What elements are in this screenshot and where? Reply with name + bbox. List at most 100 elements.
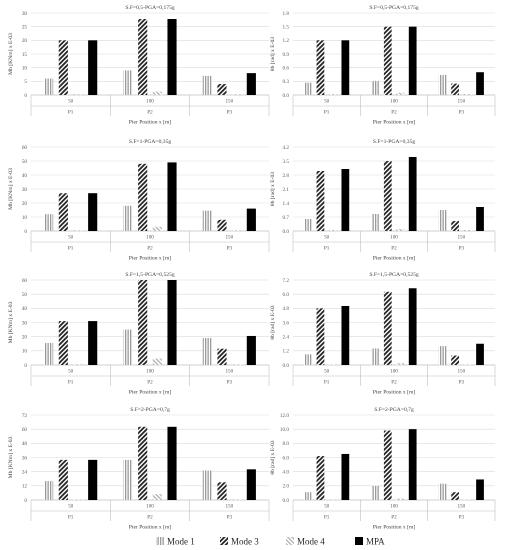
y-tick-label: 10.0 [280,427,289,433]
x-tick-label: 100 [390,369,398,375]
chart-panel-4: S.F=1-PGA=0,35g 0.0 0.7 1.4 2.1 2.8 3.5 4.2 θb [… [270,139,496,262]
bar-mode4-p1 [329,230,337,231]
y-tick-label: 20 [22,201,28,207]
bar-mpa-p3 [476,479,484,500]
x-tick-label: 50 [324,99,330,105]
bar-mode3-p2 [138,280,148,365]
y-tick-label: 40 [22,173,28,179]
x-axis-label: Pier Position x [m] [373,525,416,531]
bar-mode1-p3 [202,338,212,365]
x-axis-label: Pier Position x [m] [129,390,172,396]
bar-mode4-p2 [396,229,405,231]
y-axis-label: θb [rad] x E-03 [270,172,276,206]
x-group-label: P3 [459,380,465,386]
bar-mpa-p1 [88,193,98,231]
bar-mode3-p3 [451,492,459,500]
y-tick-label: 0 [24,498,27,504]
x-group-label: P1 [68,246,74,252]
chart-title: S.F=1-PGA=0,35g [129,139,172,145]
y-tick-label: 0.0 [283,363,290,369]
y-tick-label: 12 [22,484,28,490]
x-tick-label: 50 [68,369,74,375]
bar-mode3-p3 [217,348,227,365]
bar-mpa-p2 [167,426,177,500]
y-tick-label: 7.2 [283,278,290,284]
x-tick-label: 100 [390,99,398,105]
y-tick-label: 0.7 [283,215,290,221]
y-tick-label: 30 [22,320,28,326]
x-group-label: P2 [147,380,153,386]
y-tick-label: 2.0 [283,484,290,490]
bar-mpa-p3 [246,73,256,95]
bar-mpa-p3 [246,335,256,365]
legend: Mode 1 Mode 3 Mode 4 MPA [156,537,385,547]
x-axis-label: Pier Position x [m] [129,120,172,126]
y-tick-label: 2.8 [283,173,290,179]
y-tick-label: 1.2 [283,38,290,44]
y-tick-label: 0.0 [283,498,290,504]
y-tick-label: 10 [22,349,28,355]
bar-mode4-p2 [396,498,405,500]
bar-mpa-p1 [341,169,350,231]
chart-title: S.F=2-PGA=0,7g [374,407,414,413]
bar-mode1-p1 [304,492,312,500]
x-group-label: P3 [459,110,465,116]
bar-mode4-p2 [152,226,162,231]
bar-mpa-p1 [88,459,98,500]
chart-panel-8: S.F=2-PGA=0,7g 0.0 2.0 4.0 6.0 8.0 10.0 12.0 θb … [270,407,496,531]
y-tick-label: 1.8 [283,11,290,17]
bar-mode4-p2 [152,494,162,500]
bar-mode1-p3 [438,483,447,500]
y-tick-label: 48 [22,441,28,447]
y-tick-label: 72 [22,413,28,419]
x-tick-label: 50 [324,369,330,375]
bar-mode3-p2 [383,26,392,96]
y-tick-label: 15 [22,52,28,58]
bar-mode1-p1 [44,78,54,95]
bar-mode3-p3 [451,355,459,365]
bar-mode1-p3 [202,75,212,95]
y-axis-label: Mb [KNm] x E-03 [8,436,14,478]
bar-mpa-p3 [476,72,484,95]
x-group-label: P2 [391,110,397,116]
y-tick-label: 30 [22,11,28,17]
x-tick-label: 150 [225,504,233,510]
x-group-label: P2 [147,246,153,252]
x-group-label: P3 [459,246,465,252]
x-tick-label: 50 [68,504,74,510]
y-axis-label: Mb [KNm] x E-03 [8,168,14,210]
bar-mode4-p2 [396,92,405,95]
x-group-label: P3 [227,380,233,386]
chart-title: S.F=1-PGA=0,35g [373,139,416,145]
x-group-label: P3 [459,515,465,521]
x-group-label: P2 [147,515,153,521]
bar-mode4-p1 [73,364,83,365]
y-tick-label: 2.1 [283,187,290,193]
bar-mode1-p3 [438,346,447,365]
bar-mode3-p1 [316,456,325,500]
y-tick-label: 3.6 [283,320,290,326]
x-tick-label: 50 [324,504,330,510]
x-group-label: P1 [68,515,74,521]
y-axis-label: θb [rad] x E-03 [270,37,276,71]
x-group-label: P2 [147,110,153,116]
bar-mode1-p1 [44,481,54,500]
legend-swatch-mode3 [220,537,228,545]
bar-mode4-p2 [152,91,162,95]
y-tick-label: 1.4 [283,201,290,207]
x-group-label: P3 [227,246,233,252]
legend-label-mode3: Mode 3 [231,537,259,547]
bar-mode1-p1 [44,343,54,365]
y-tick-label: 0.0 [283,93,290,99]
x-group-label: P3 [227,110,233,116]
x-group-label: P1 [68,380,74,386]
y-tick-label: 30 [22,187,28,193]
x-tick-label: 150 [225,369,233,375]
bar-mode1-p3 [202,210,212,231]
bar-mode4-p3 [232,94,242,95]
y-tick-label: 25 [22,24,28,30]
bar-mode4-p1 [73,499,83,500]
y-tick-label: 0 [24,229,27,235]
bar-mpa-p3 [476,343,484,365]
x-axis-label: Pier Position x [m] [373,390,416,396]
